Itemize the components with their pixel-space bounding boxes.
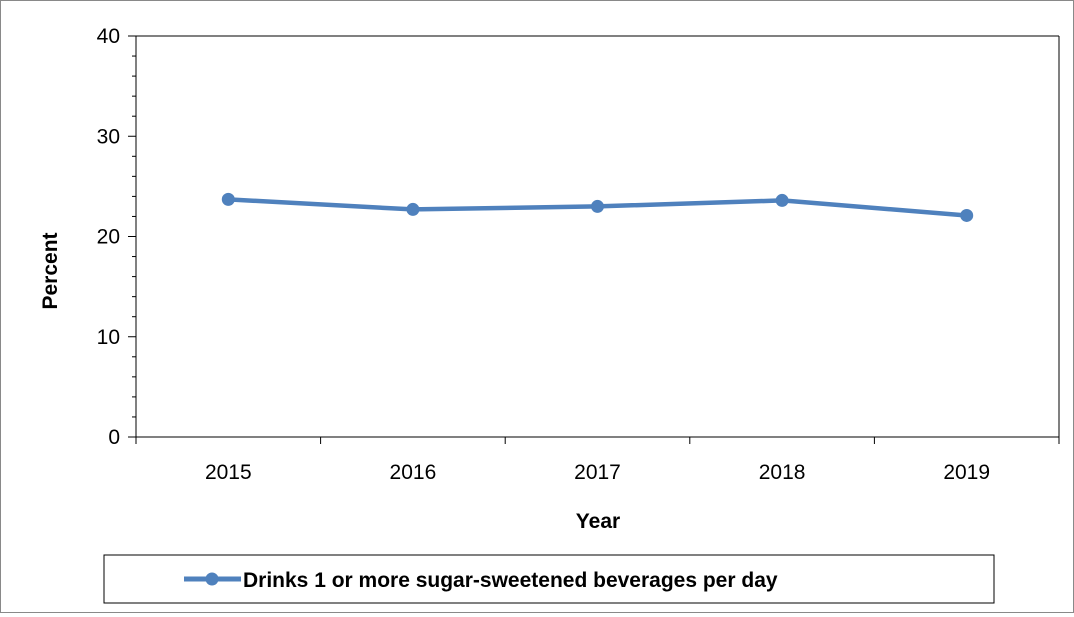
x-tick-label: 2017 xyxy=(574,461,621,484)
x-axis-ticks: 2015 2016 2017 2018 2019 xyxy=(135,437,1060,484)
legend-series-label: Drinks 1 or more sugar-sweetened beverag… xyxy=(243,569,778,592)
legend: Drinks 1 or more sugar-sweetened beverag… xyxy=(103,554,995,604)
y-axis-title: Percent xyxy=(39,232,62,309)
x-tick-label: 2019 xyxy=(943,461,990,484)
x-tick-label: 2015 xyxy=(205,461,252,484)
data-point xyxy=(960,208,974,222)
x-axis-title: Year xyxy=(576,510,620,533)
x-tick-label: 2016 xyxy=(390,461,437,484)
y-axis-ticks: 0 10 20 30 40 xyxy=(97,25,136,449)
y-tick-label: 40 xyxy=(97,25,120,48)
data-point xyxy=(221,192,235,206)
y-tick-label: 10 xyxy=(97,326,120,349)
y-tick-label: 30 xyxy=(97,125,120,148)
data-point xyxy=(591,199,604,213)
plot-area xyxy=(135,35,1060,438)
series-layer xyxy=(221,192,974,222)
data-point xyxy=(406,202,420,216)
legend-series-marker xyxy=(205,572,219,586)
y-tick-label: 0 xyxy=(108,426,120,449)
x-tick-label: 2018 xyxy=(759,461,806,484)
data-point xyxy=(775,193,789,207)
legend-box xyxy=(103,554,995,604)
y-tick-label: 20 xyxy=(97,226,120,249)
